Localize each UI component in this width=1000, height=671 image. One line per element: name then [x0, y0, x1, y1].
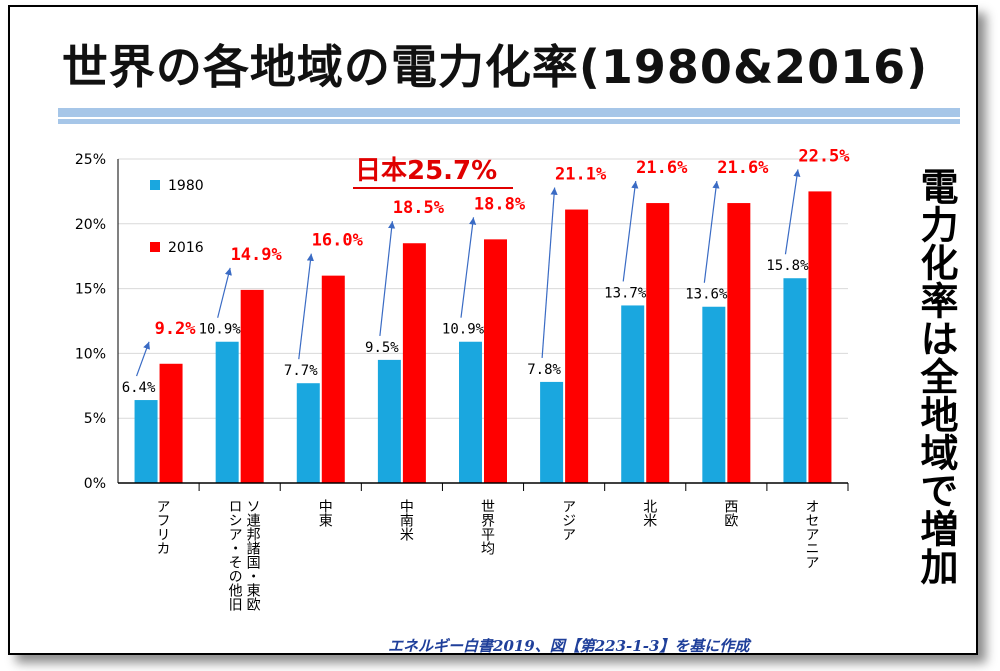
arrows [135, 169, 801, 377]
change-arrow [541, 187, 558, 358]
bar-1980 [621, 305, 645, 483]
side-caption: 電力化率は全地域で増加 [914, 167, 958, 585]
x-tick-label: アジア [560, 499, 576, 541]
data-label-2016: 9.2% [155, 319, 197, 339]
data-label-2016: 21.1% [555, 165, 607, 185]
x-tick-label: アフリカ [155, 499, 171, 555]
data-label-1980: 15.8% [766, 258, 809, 274]
bar-2016 [159, 363, 183, 483]
data-label-2016: 18.5% [393, 198, 445, 218]
bar-1980 [134, 400, 158, 483]
x-tick-label: 西欧 [722, 499, 738, 527]
change-arrow [135, 341, 150, 377]
x-tick-label: 中東 [317, 499, 333, 527]
bar-chart: 6.4%9.2% 10.9%14.9%7.7%16.0%9.5%18.5%10.9… [75, 146, 851, 611]
x-tick-label: 世界平均 [479, 499, 495, 555]
legend-swatch-2016 [150, 242, 160, 252]
y-tick-label: 10% [75, 346, 106, 362]
bar-1980 [296, 383, 320, 483]
bar-1980 [540, 381, 564, 483]
title-underline [58, 108, 960, 124]
bar-2016 [646, 203, 670, 483]
data-labels: 6.4%9.2% 10.9%14.9%7.7%16.0%9.5%18.5%10.9… [122, 146, 851, 396]
change-arrow [622, 180, 639, 282]
data-label-2016: 16.0% [312, 231, 364, 251]
page-title: 世界の各地域の電力化率(1980&2016) [61, 40, 929, 94]
legend-label-1980: 1980 [168, 178, 204, 194]
data-label-2016: 21.6% [636, 158, 688, 178]
bar-2016 [808, 191, 832, 483]
data-label-2016: 14.9% [231, 245, 283, 265]
data-label-1980: 10.9% [199, 322, 242, 338]
change-arrow [784, 169, 801, 255]
bar-2016 [321, 275, 345, 483]
japan-annotation: 日本25.7% [353, 156, 513, 189]
data-label-1980: 13.7% [604, 285, 647, 301]
data-label-1980: 9.5% [365, 340, 399, 356]
bar-2016 [402, 243, 426, 483]
y-tick-label: 25% [75, 152, 106, 168]
data-label-1980: 6.4% [122, 380, 156, 396]
bars [134, 191, 832, 483]
bar-2016 [565, 209, 589, 483]
data-label-2016: 21.6% [717, 158, 769, 178]
bar-1980 [783, 278, 807, 483]
source-note: エネルギー白書2019、図【第223-1-3】を基に作成 [388, 637, 750, 655]
change-arrow [379, 221, 396, 336]
y-tick-label: 15% [75, 282, 106, 298]
data-label-2016: 22.5% [798, 146, 850, 166]
data-label-1980: 7.7% [284, 363, 318, 379]
bar-1980 [377, 359, 401, 483]
bar-2016 [484, 239, 507, 483]
legend-label-2016: 2016 [168, 240, 204, 256]
data-label-1980: 13.6% [685, 287, 728, 303]
bar-1980 [702, 306, 726, 483]
x-tick-label: 中南米 [398, 499, 414, 541]
data-label-1980: 10.9% [442, 322, 485, 338]
data-label-2016: 18.8% [474, 194, 526, 214]
data-label-1980: 7.8% [527, 362, 561, 378]
y-tick-label: 5% [84, 411, 106, 427]
change-arrow [298, 253, 315, 360]
y-tick-label: 0% [84, 476, 106, 492]
change-arrow [217, 267, 232, 318]
change-arrow [460, 217, 477, 318]
change-arrow [703, 180, 720, 283]
bar-2016 [240, 289, 264, 483]
bar-2016 [727, 203, 751, 483]
x-tick-label: 北米 [641, 499, 657, 527]
x-tick-label: ロシア・その他旧 [227, 499, 243, 611]
japan-annotation-text: 日本25.7% [355, 156, 497, 186]
x-tick-label: ソ連邦諸国・東欧 [245, 499, 261, 611]
gridlines [118, 158, 848, 419]
legend-swatch-1980 [150, 180, 160, 190]
bar-1980 [215, 341, 239, 483]
slide-frame: 世界の各地域の電力化率(1980&2016) 6.4% 9.2% 10.9% 14.9… [8, 5, 978, 655]
legend: 1980 2016 [150, 178, 204, 256]
x-tick-label: オセアニア [803, 499, 819, 569]
axes: 0% 5% 10% 15% 20% 25% アフリカ ロシア・その他旧 ソ連邦諸国・東欧 中東 中南… [75, 152, 849, 611]
bar-1980 [459, 341, 482, 483]
y-tick-label: 20% [75, 217, 106, 233]
